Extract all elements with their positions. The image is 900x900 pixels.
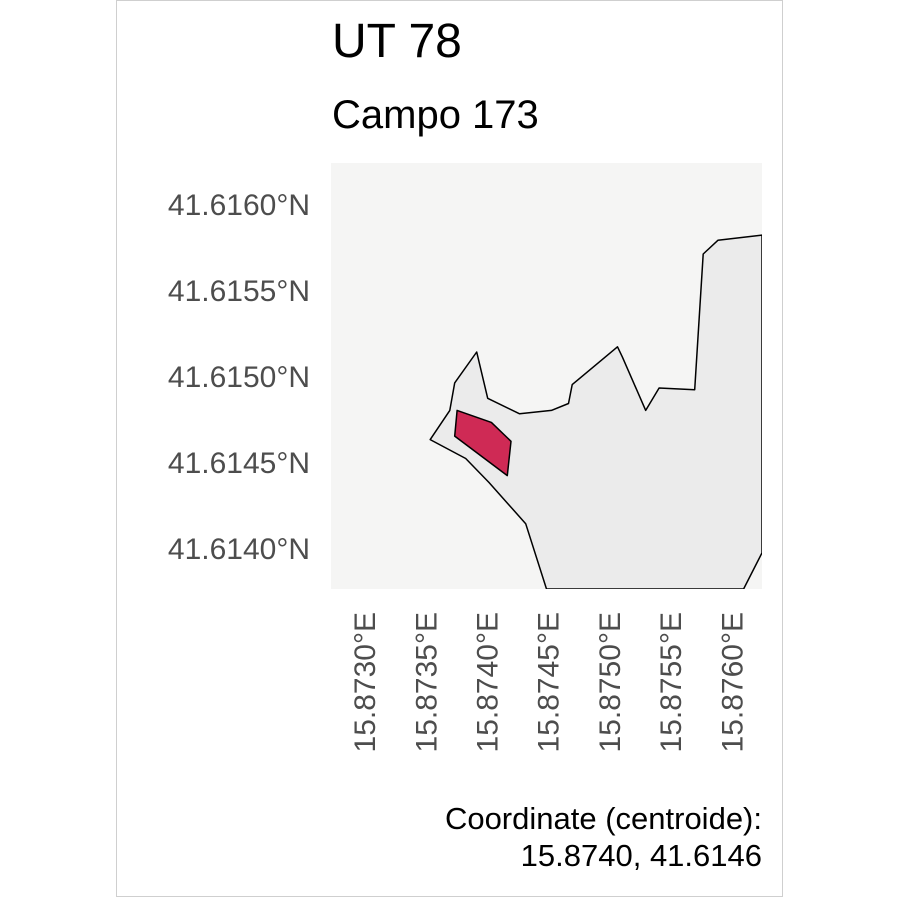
- x-tick-label: 15.8745°E: [533, 612, 566, 752]
- caption-label: Coordinate (centroide):: [444, 801, 762, 836]
- y-tick-label: 41.6140°N: [168, 533, 310, 566]
- x-tick-label: 15.8755°E: [655, 612, 688, 752]
- y-tick-label: 41.6160°N: [168, 189, 310, 222]
- y-tick-label: 41.6150°N: [168, 361, 310, 394]
- centroid-caption: Coordinate (centroide): 15.8740, 41.6146: [445, 800, 762, 874]
- y-axis-ticks: 41.6160°N 41.6155°N 41.6150°N 41.6145°N 41.6…: [168, 189, 310, 566]
- x-axis-ticks: 15.8730°E 15.8735°E 15.8740°E 15.8745°E 15.8…: [349, 612, 749, 752]
- caption-coordinates: 15.8740, 41.6146: [520, 838, 762, 874]
- map-subtitle: Campo 173: [332, 93, 539, 137]
- area-boundary: [429, 234, 762, 589]
- field-polygon[interactable]: [453, 409, 512, 477]
- x-tick-label: 15.8735°E: [410, 612, 443, 752]
- y-tick-label: 41.6145°N: [168, 447, 310, 480]
- x-tick-label: 15.8750°E: [594, 612, 627, 752]
- map-title: UT 78: [332, 15, 462, 68]
- y-tick-label: 41.6155°N: [168, 275, 310, 308]
- x-tick-label: 15.8740°E: [472, 612, 505, 752]
- x-tick-label: 15.8730°E: [349, 612, 382, 752]
- x-tick-label: 15.8760°E: [716, 612, 749, 752]
